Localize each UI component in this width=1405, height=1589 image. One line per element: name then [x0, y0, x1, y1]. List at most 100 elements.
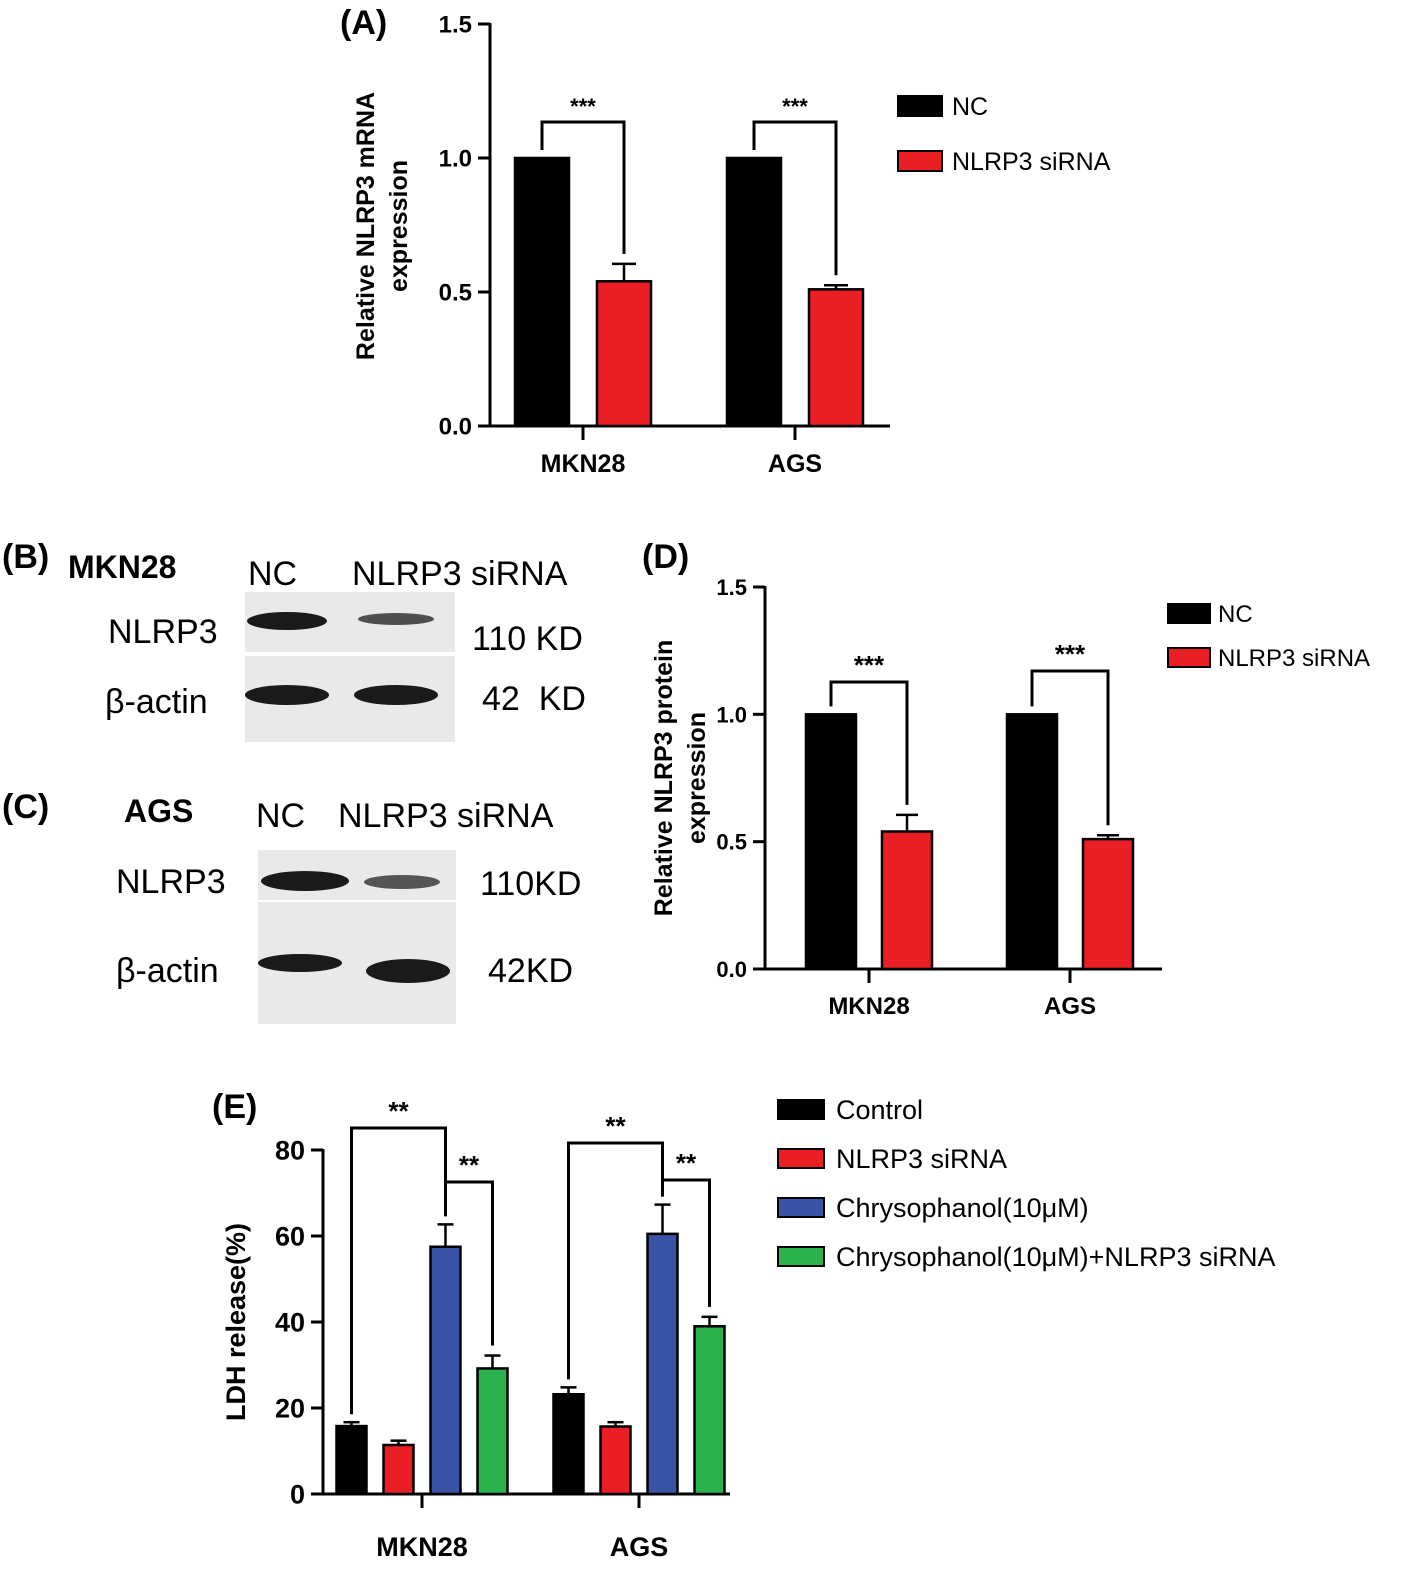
blot-c-band-actin-sirna — [366, 959, 450, 983]
significance-bracket — [661, 1178, 711, 1307]
bar-ags-series-2 — [646, 1232, 679, 1496]
bar-mkn28-series-2 — [429, 1245, 462, 1496]
bar-mkn28-series-0 — [804, 713, 858, 971]
blot-b-lane-nc: NC — [248, 555, 297, 593]
legend-label-3: Chrysophanol(10μM)+NLRP3 siRNA — [836, 1242, 1275, 1272]
bar-ags-series-0 — [1005, 713, 1059, 971]
blot-b-band-actin-sirna — [354, 685, 438, 705]
chart-e-legend: Control NLRP3 siRNA Chrysophanol(10μM) Chry… — [777, 1095, 1275, 1272]
panel-label-b: (B) — [2, 538, 49, 576]
x-category-label-ags: AGS — [768, 450, 822, 478]
blot-b-cell-line: MKN28 — [68, 549, 176, 585]
blot-b-size-actin: 42 KD — [482, 680, 586, 718]
bar-ags-series-1 — [1081, 837, 1135, 971]
bar-mkn28-series-0 — [335, 1424, 368, 1496]
blot-c-ags: AGS NC NLRP3 siRNA NLRP3 β-actin 110KD 4… — [116, 793, 581, 1024]
chart-d-protein-expression: Relative NLRP3 protein expression NC NLRP… — [650, 575, 1370, 1020]
legend-label-2: Chrysophanol(10μM) — [836, 1193, 1089, 1223]
x-category-label-mkn28: MKN28 — [376, 1532, 468, 1562]
blot-b-row-nlrp3: NLRP3 — [108, 613, 218, 651]
bar-mkn28-series-1 — [880, 830, 934, 971]
y-tick-label: 40 — [275, 1308, 305, 1338]
bar-ags-series-3 — [693, 1325, 726, 1496]
y-tick-label: 1.5 — [716, 575, 747, 600]
significance-bracket — [444, 1180, 494, 1346]
panel-label-d: (D) — [642, 538, 689, 576]
legend-swatch-0 — [777, 1099, 825, 1120]
bar-ags-series-0 — [552, 1392, 585, 1496]
y-tick-label: 80 — [275, 1136, 305, 1166]
blot-b-band-nlrp3-sirna — [358, 613, 434, 625]
chart-d-legend: NC NLRP3 siRNA — [1167, 601, 1370, 672]
significance-label: ** — [676, 1148, 697, 1178]
blot-c-row-nlrp3: NLRP3 — [116, 863, 226, 901]
panel-label-e: (E) — [212, 1088, 257, 1126]
x-category-label-ags: AGS — [610, 1532, 669, 1562]
blot-c-band-nlrp3-sirna — [364, 875, 440, 889]
blot-b-mkn28: MKN28 NC NLRP3 siRNA NLRP3 β-actin 110 K… — [68, 549, 586, 742]
significance-label: *** — [570, 94, 596, 119]
significance-bracket — [540, 120, 626, 254]
bar-mkn28-series-1 — [595, 280, 653, 428]
bar-mkn28-series-3 — [476, 1367, 509, 1496]
panel-label-a: (A) — [340, 4, 387, 42]
significance-label: ** — [459, 1150, 480, 1180]
significance-label: *** — [1055, 639, 1086, 669]
significance-label: ** — [388, 1096, 409, 1126]
blot-c-band-actin-nc — [258, 954, 342, 972]
bar-mkn28-series-1 — [382, 1443, 415, 1496]
y-tick-label: 0.0 — [439, 414, 472, 441]
significance-bracket — [752, 120, 838, 276]
x-category-label-mkn28: MKN28 — [828, 993, 909, 1020]
x-category-label-ags: AGS — [1044, 993, 1096, 1020]
chart-d-ylabel-line2: expression — [683, 712, 711, 844]
legend-swatch-1 — [897, 150, 943, 172]
legend-label-1: NLRP3 siRNA — [952, 148, 1111, 176]
blot-c-band-nlrp3-nc — [261, 871, 349, 891]
blot-b-row-actin: β-actin — [105, 683, 208, 721]
panel-label-c: (C) — [2, 788, 49, 826]
bar-ags-series-0 — [725, 156, 783, 428]
legend-swatch-0 — [1167, 603, 1211, 624]
significance-bracket — [567, 1141, 664, 1380]
blot-c-size-nlrp3: 110KD — [480, 865, 581, 903]
chart-a-legend: NC NLRP3 siRNA — [897, 93, 1111, 176]
x-category-label-mkn28: MKN28 — [541, 450, 626, 478]
chart-a-mrna-expression: Relative NLRP3 mRNA expression NC NLRP3 s… — [352, 12, 1111, 478]
y-tick-label: 1.0 — [439, 146, 472, 173]
significance-bracket — [350, 1126, 447, 1415]
blot-c-cell-line: AGS — [124, 793, 193, 829]
legend-swatch-1 — [1167, 647, 1211, 668]
blot-b-size-nlrp3: 110 KD — [472, 620, 583, 658]
blot-c-lane-nc: NC — [256, 797, 305, 835]
blot-b-band-actin-nc — [245, 685, 329, 705]
y-tick-label: 1.0 — [716, 702, 747, 727]
bar-ags-series-1 — [599, 1425, 632, 1496]
y-tick-label: 0.0 — [716, 957, 747, 982]
legend-swatch-2 — [777, 1197, 825, 1218]
legend-label-1: NLRP3 siRNA — [836, 1144, 1007, 1174]
legend-label-0: NC — [952, 93, 988, 121]
significance-label: *** — [782, 94, 808, 119]
legend-swatch-1 — [777, 1148, 825, 1169]
blot-c-size-actin: 42KD — [488, 952, 573, 990]
legend-swatch-0 — [897, 95, 943, 117]
y-tick-label: 0 — [290, 1480, 305, 1510]
chart-e-ldh-release: LDH release(%) Control NLRP3 siRNA Chrysop… — [221, 1095, 1275, 1562]
legend-label-0: NC — [1218, 601, 1253, 628]
y-tick-label: 20 — [275, 1394, 305, 1424]
y-tick-label: 0.5 — [439, 280, 472, 307]
y-tick-label: 60 — [275, 1222, 305, 1252]
significance-label: ** — [605, 1111, 626, 1141]
legend-swatch-3 — [777, 1246, 825, 1267]
legend-label-0: Control — [836, 1095, 923, 1125]
significance-label: *** — [854, 650, 885, 680]
chart-a-ylabel-line1: Relative NLRP3 mRNA — [352, 92, 380, 360]
y-tick-label: 1.5 — [439, 12, 472, 39]
chart-e-ylabel: LDH release(%) — [221, 1223, 251, 1421]
significance-bracket — [1030, 669, 1110, 826]
y-tick-label: 0.5 — [716, 830, 747, 855]
bar-mkn28-series-0 — [513, 156, 571, 428]
blot-b-band-nlrp3-nc — [247, 612, 327, 630]
